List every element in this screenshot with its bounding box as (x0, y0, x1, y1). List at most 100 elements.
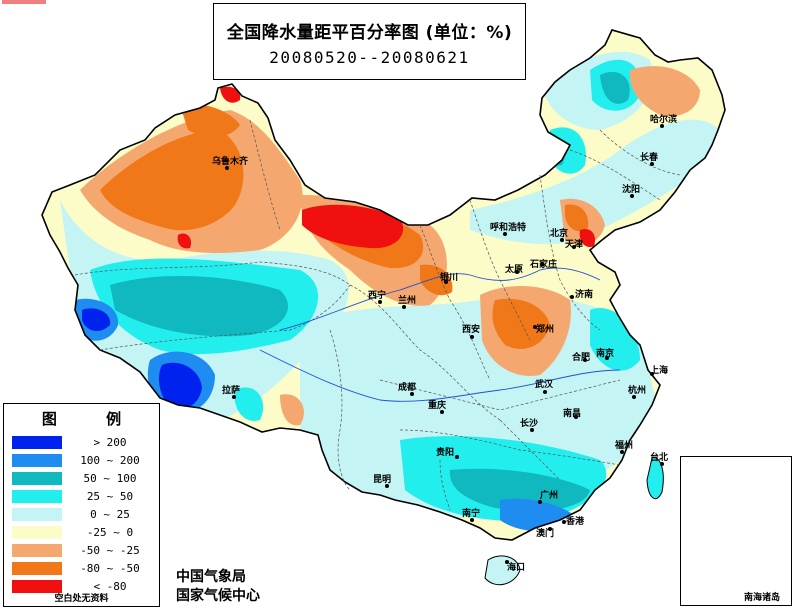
city-label-nanchang: 南昌 (563, 409, 582, 419)
city-label-xian: 西安 (462, 325, 481, 335)
city-dot (503, 232, 507, 236)
city-label-haikou: 海口 (507, 563, 526, 573)
city-dot (515, 270, 519, 274)
legend-title: 图 例 (41, 410, 144, 428)
city-dot (650, 162, 654, 166)
city-dot (440, 410, 444, 414)
city-label-taipei: 台北 (650, 453, 669, 463)
city-dot (630, 194, 634, 198)
city-dot (378, 300, 382, 304)
city-label-beijing: 北京 (550, 229, 569, 239)
legend-row: < -80 (12, 578, 157, 595)
city-label-lanzhou: 兰州 (398, 296, 417, 306)
legend-swatch (12, 436, 62, 449)
city-label-chongqing: 重庆 (428, 401, 447, 411)
agency-ncc: 国家气候中心 (176, 588, 260, 604)
city-label-guangzhou: 广州 (540, 491, 559, 501)
city-dot (583, 358, 587, 362)
city-dot (574, 415, 578, 419)
city-dot (540, 262, 544, 266)
legend-range: 50 ~ 100 (83, 472, 137, 485)
city-label-hongkong: 香港 (566, 517, 585, 527)
legend-range: > 200 (93, 436, 127, 449)
legend-range: 100 ~ 200 (80, 454, 140, 467)
south-china-sea-inset (680, 456, 792, 606)
city-label-guiyang: 贵阳 (436, 448, 455, 458)
legend-row: 0 ~ 25 (12, 506, 157, 523)
city-label-nanning: 南宁 (462, 509, 481, 519)
city-dot (560, 238, 564, 242)
city-dot (505, 560, 509, 564)
city-label-chengdu: 成都 (398, 383, 417, 393)
city-dot (530, 428, 534, 432)
city-dot (660, 124, 664, 128)
city-label-taiyuan: 太原 (505, 265, 524, 275)
legend-swatch (12, 562, 62, 575)
city-dot (562, 520, 566, 524)
legend-swatch (12, 454, 62, 467)
city-dot (455, 455, 459, 459)
city-label-shijiazhuang: 石家庄 (530, 260, 558, 270)
city-dot (225, 166, 229, 170)
legend-swatch (12, 508, 62, 521)
city-label-zhengzhou: 郑州 (536, 325, 555, 335)
city-dot (533, 325, 537, 329)
legend-row: > 200 (12, 434, 157, 451)
legend-range: 0 ~ 25 (90, 508, 130, 521)
legend-row: 25 ~ 50 (12, 488, 157, 505)
city-label-tianjin: 天津 (565, 240, 584, 250)
legend-row: -50 ~ -25 (12, 542, 157, 559)
city-label-changsha: 长沙 (520, 419, 539, 429)
date-range: 20080520--20080621 (269, 48, 470, 67)
city-label-harbin: 哈尔滨 (650, 115, 678, 125)
title-box: 全国降水量距平百分率图 (单位：%) 20080520--20080621 (213, 3, 526, 80)
no-data-note: 空白处无资料 (54, 594, 109, 604)
city-dot (538, 500, 542, 504)
city-dot (660, 462, 664, 466)
city-label-hangzhou: 杭州 (628, 386, 647, 396)
city-dot (570, 295, 574, 299)
legend-swatch (12, 472, 62, 485)
south-china-sea-label: 南海诸岛 (744, 593, 781, 603)
city-label-urumqi: 乌鲁木齐 (212, 157, 249, 167)
legend-row: 100 ~ 200 (12, 452, 157, 469)
city-dot (232, 395, 236, 399)
city-dot (572, 245, 576, 249)
legend: 图 例 > 200 100 ~ 200 50 ~ 100 25 ~ 50 0 ~… (3, 403, 160, 607)
city-dot (605, 356, 609, 360)
city-dot (402, 305, 406, 309)
city-label-yinchuan: 银川 (440, 273, 459, 283)
city-label-macau: 澳门 (536, 529, 555, 539)
city-dot (543, 390, 547, 394)
city-label-hohhot: 呼和浩特 (490, 223, 527, 233)
city-label-xining: 西宁 (368, 291, 387, 301)
city-dot (410, 392, 414, 396)
agency-cma: 中国气象局 (176, 569, 246, 585)
city-label-fuzhou: 福州 (615, 441, 634, 451)
city-dot (470, 335, 474, 339)
legend-swatch (12, 526, 62, 539)
city-label-shanghai: 上海 (650, 366, 669, 376)
city-label-hefei: 合肥 (572, 353, 591, 363)
legend-range: -80 ~ -50 (80, 562, 140, 575)
city-label-kunming: 昆明 (373, 475, 392, 485)
city-dot (444, 280, 448, 284)
corner-mark (2, 0, 46, 4)
city-label-lhasa: 拉萨 (222, 386, 241, 396)
legend-swatch (12, 580, 62, 593)
city-label-shenyang: 沈阳 (622, 185, 641, 195)
city-label-wuhan: 武汉 (535, 380, 554, 390)
legend-swatch (12, 490, 62, 503)
legend-range: 25 ~ 50 (86, 490, 134, 503)
legend-range: -25 ~ 0 (86, 526, 134, 539)
city-dot (632, 395, 636, 399)
city-label-changchun: 长春 (640, 153, 659, 163)
legend-range: < -80 (93, 580, 127, 593)
city-dot (620, 450, 624, 454)
legend-row: -25 ~ 0 (12, 524, 157, 541)
city-dot (650, 372, 654, 376)
legend-row: 50 ~ 100 (12, 470, 157, 487)
city-label-nanjing: 南京 (596, 349, 615, 359)
city-label-jinan: 济南 (575, 290, 594, 300)
